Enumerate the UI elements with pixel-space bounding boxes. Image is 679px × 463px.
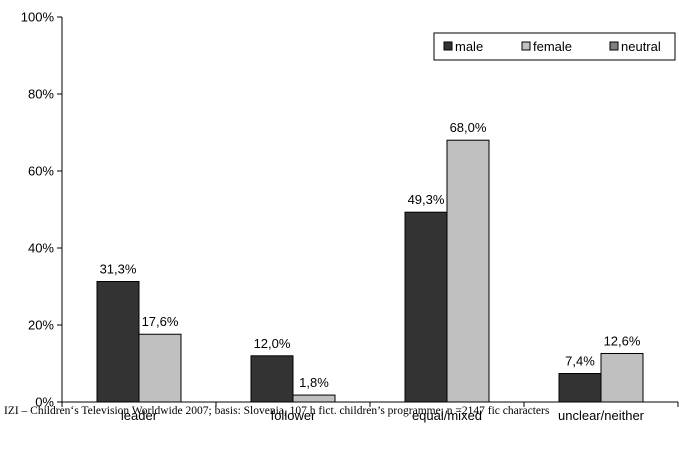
y-tick-label: 0% [35,395,54,410]
legend-swatch-neutral [609,41,619,51]
data-label-male: 12,0% [254,336,291,351]
y-tick-label: 60% [28,164,54,179]
x-tick-label: equal/mixed [412,408,482,423]
data-label-male: 31,3% [100,261,137,276]
bar-male [558,373,602,403]
data-label-male: 7,4% [565,354,595,369]
data-label-female: 68,0% [450,120,487,135]
legend: male female neutral [433,32,676,61]
x-tick-label: leader [121,408,158,423]
y-tick-label: 100% [21,10,55,25]
data-label-female: 1,8% [299,375,329,390]
bar-male [404,211,448,403]
legend-swatch-male [443,41,453,51]
y-tick-label: 80% [28,87,54,102]
bars [96,139,644,403]
bar-female [446,139,490,403]
bar-female [600,352,644,403]
legend-label-neutral: neutral [621,39,661,54]
data-label-female: 17,6% [142,314,179,329]
axes: 0% 20% 40% 60% 80% 100% leader follower equal/mi… [21,10,679,423]
y-tick-label: 40% [28,241,54,256]
legend-swatch-female [521,41,531,51]
bar-female [292,394,336,403]
data-label-male: 49,3% [408,192,445,207]
x-tick-label: follower [271,408,316,423]
bar-male [250,355,294,403]
y-tick-label: 20% [28,318,54,333]
legend-box [433,32,676,61]
legend-label-female: female [533,39,572,54]
x-tick-label: unclear/neither [558,408,645,423]
legend-label-male: male [455,39,483,54]
source-caption: IZI – Children‘s Television Worldwide 20… [4,405,550,417]
bar-female [138,333,182,403]
bar-male [96,280,140,403]
data-label-female: 12,6% [604,333,641,348]
data-labels: 31,3% 17,6% 12,0% 1,8% 49,3% 68,0% 7,4% 12,6% [100,120,641,390]
